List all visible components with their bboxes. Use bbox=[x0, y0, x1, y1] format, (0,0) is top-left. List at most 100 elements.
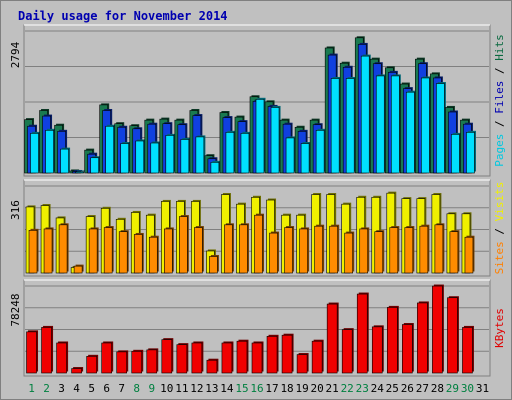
x-tick-label-day-27: 27 bbox=[416, 382, 429, 395]
bar-pages-day-27 bbox=[421, 77, 430, 174]
bar-sites-day-30 bbox=[464, 236, 474, 274]
bar-pages-day-21 bbox=[330, 78, 340, 174]
hits-panel-legend-separator: / bbox=[493, 114, 506, 134]
x-tick-label-day-28: 28 bbox=[431, 382, 444, 395]
x-tick-label-day-11: 11 bbox=[175, 382, 188, 395]
kbytes-panel-legend: KBytes bbox=[493, 308, 506, 348]
bar-kbytes-day-27 bbox=[417, 302, 428, 374]
hits-panel-legend-item: Hits bbox=[493, 34, 506, 61]
x-tick-label-day-21: 21 bbox=[326, 382, 339, 395]
bar-pages-day-19 bbox=[300, 143, 310, 174]
hits-panel-legend: Pages / Files / Hits bbox=[493, 34, 506, 167]
x-tick-label-day-20: 20 bbox=[311, 382, 324, 395]
bar-sites-day-22 bbox=[344, 232, 353, 274]
bar-pages-day-18 bbox=[285, 137, 295, 174]
bar-kbytes-day-13 bbox=[206, 359, 218, 374]
bar-pages-day-7 bbox=[120, 143, 130, 174]
x-tick-label-day-12: 12 bbox=[190, 382, 203, 395]
bar-pages-day-25 bbox=[390, 75, 400, 174]
visits-panel-legend: Sites / Visits bbox=[493, 182, 506, 275]
x-tick-label-day-6: 6 bbox=[103, 382, 110, 395]
bar-kbytes-day-17 bbox=[266, 336, 278, 374]
bar-kbytes-day-2 bbox=[41, 327, 52, 374]
bar-kbytes-day-21 bbox=[326, 303, 338, 374]
kbytes-panel-legend-item: KBytes bbox=[493, 308, 506, 348]
x-tick-label-day-3: 3 bbox=[58, 382, 65, 395]
x-tick-label-day-1: 1 bbox=[28, 382, 35, 395]
bar-kbytes-day-9 bbox=[146, 349, 158, 374]
bar-sites-day-2 bbox=[43, 228, 53, 274]
chart-title: Daily usage for November 2014 bbox=[18, 9, 228, 23]
bar-kbytes-day-28 bbox=[432, 285, 443, 374]
bar-kbytes-day-22 bbox=[341, 329, 353, 374]
x-tick-label-day-17: 17 bbox=[265, 382, 278, 395]
x-tick-label-day-14: 14 bbox=[220, 382, 234, 395]
hits-panel-legend-item: Files bbox=[493, 81, 506, 114]
bar-pages-day-5 bbox=[90, 157, 99, 174]
bar-pages-day-20 bbox=[315, 130, 325, 174]
bar-pages-day-12 bbox=[195, 136, 205, 174]
bar-pages-day-1 bbox=[30, 133, 39, 174]
x-tick-label-day-16: 16 bbox=[250, 382, 263, 395]
bar-sites-day-29 bbox=[449, 231, 459, 274]
bar-sites-day-26 bbox=[404, 227, 414, 274]
bar-kbytes-day-19 bbox=[296, 354, 308, 374]
bar-pages-day-10 bbox=[165, 135, 175, 174]
bar-kbytes-day-25 bbox=[386, 307, 398, 374]
bar-sites-day-23 bbox=[359, 228, 369, 274]
x-tick-label-day-5: 5 bbox=[88, 382, 95, 395]
x-tick-label-day-2: 2 bbox=[43, 382, 50, 395]
bar-sites-day-1 bbox=[28, 230, 38, 274]
x-tick-label-day-7: 7 bbox=[118, 382, 125, 395]
x-tick-label-day-8: 8 bbox=[133, 382, 140, 395]
bar-sites-day-27 bbox=[419, 225, 429, 274]
bar-kbytes-day-15 bbox=[236, 340, 248, 374]
kbytes-panel-ymax-label: 78248 bbox=[9, 293, 22, 326]
bar-kbytes-day-16 bbox=[251, 342, 263, 374]
bar-sites-day-21 bbox=[329, 225, 338, 274]
bar-pages-day-17 bbox=[270, 107, 280, 174]
bar-pages-day-9 bbox=[150, 142, 160, 174]
visits-panel-legend-item: Visits bbox=[493, 182, 506, 222]
bar-kbytes-day-3 bbox=[56, 342, 67, 374]
bar-pages-day-24 bbox=[375, 75, 385, 174]
hits-panel-legend-item: Pages bbox=[493, 134, 506, 167]
bar-pages-day-8 bbox=[135, 140, 145, 174]
bar-pages-day-11 bbox=[180, 139, 190, 174]
bar-pages-day-16 bbox=[255, 99, 265, 174]
bar-kbytes-day-5 bbox=[86, 356, 97, 374]
bar-sites-day-7 bbox=[118, 231, 128, 274]
bar-kbytes-day-23 bbox=[356, 293, 368, 374]
bar-kbytes-day-24 bbox=[371, 326, 383, 374]
x-tick-label-day-29: 29 bbox=[446, 382, 459, 395]
bar-kbytes-day-8 bbox=[131, 351, 143, 374]
bar-sites-day-13 bbox=[209, 256, 218, 274]
bar-sites-day-18 bbox=[284, 227, 293, 274]
bar-sites-day-6 bbox=[103, 227, 113, 274]
x-tick-label-day-18: 18 bbox=[280, 382, 293, 395]
bar-kbytes-day-11 bbox=[176, 344, 188, 374]
bar-pages-day-3 bbox=[60, 148, 69, 174]
bar-kbytes-day-26 bbox=[402, 324, 413, 374]
bar-pages-day-13 bbox=[210, 162, 220, 174]
bar-sites-day-25 bbox=[389, 227, 399, 274]
x-axis-labels: 1 2 3 4 5 6 7 8 9 10 11 12 13 14 15 16 17 18 19 20 21 22 23 24 2… bbox=[28, 382, 489, 395]
kbytes-panel: 78248 KBytes bbox=[9, 279, 506, 377]
bar-kbytes-day-1 bbox=[26, 331, 37, 374]
bar-sites-day-3 bbox=[58, 224, 68, 274]
bar-pages-day-23 bbox=[360, 55, 370, 174]
bar-pages-day-28 bbox=[436, 83, 445, 174]
bar-shadow-pages-4 bbox=[77, 170, 86, 172]
bar-pages-day-6 bbox=[105, 125, 114, 174]
x-tick-label-day-24: 24 bbox=[371, 382, 385, 395]
bar-kbytes-day-30 bbox=[462, 327, 473, 374]
bar-kbytes-day-7 bbox=[116, 351, 128, 374]
bar-kbytes-day-29 bbox=[447, 297, 458, 374]
x-tick-label-day-19: 19 bbox=[295, 382, 308, 395]
bar-sites-day-17 bbox=[269, 232, 278, 274]
bar-kbytes-day-12 bbox=[191, 342, 203, 374]
x-tick-label-day-30: 30 bbox=[461, 382, 474, 395]
x-tick-label-day-10: 10 bbox=[160, 382, 173, 395]
visits-panel-legend-item: Sites bbox=[493, 241, 506, 274]
bar-kbytes-day-4 bbox=[71, 368, 82, 374]
